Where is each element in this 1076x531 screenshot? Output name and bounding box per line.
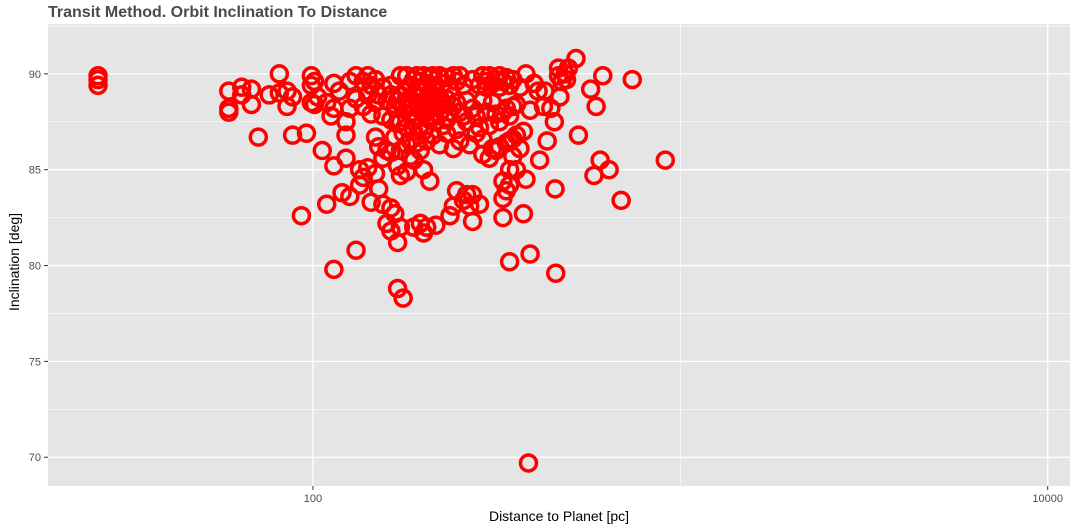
data-point: [493, 207, 513, 228]
data-point: [346, 240, 366, 260]
data-point: [450, 66, 470, 86]
data-point: [510, 138, 530, 159]
data-point: [462, 211, 483, 232]
y-axis-title: Inclination [deg]: [6, 212, 22, 312]
plot-panel: [48, 24, 1070, 486]
data-point: [296, 123, 317, 144]
data-point: [513, 204, 534, 224]
data-point: [259, 85, 279, 105]
data-point: [520, 244, 540, 264]
data-point: [545, 263, 566, 283]
data-point: [518, 453, 539, 473]
data-point: [88, 69, 108, 90]
data-point: [450, 131, 470, 151]
data-point: [440, 205, 460, 226]
data-point: [387, 278, 408, 299]
data-point: [544, 112, 565, 132]
data-point: [277, 96, 297, 117]
data-point: [353, 167, 373, 188]
data-point: [329, 81, 350, 101]
data-point: [390, 217, 411, 237]
data-point: [241, 94, 262, 115]
data-point: [324, 259, 344, 280]
data-point: [566, 48, 586, 69]
data-point: [499, 251, 520, 272]
data-point: [568, 125, 589, 145]
x-tick-label: 10000: [1032, 493, 1063, 505]
x-tick-label: 100: [304, 493, 322, 505]
data-point: [291, 205, 312, 226]
data-point: [336, 148, 356, 168]
data-point: [655, 150, 676, 170]
data-point: [545, 179, 565, 199]
data-point: [232, 77, 252, 98]
data-point: [340, 186, 360, 207]
data-point: [580, 79, 601, 99]
data-point: [282, 125, 303, 145]
data-point: [282, 87, 303, 107]
y-tick-label: 75: [29, 356, 41, 368]
data-point: [456, 184, 477, 205]
data-point: [393, 288, 413, 308]
data-point: [420, 171, 440, 191]
data-point: [269, 64, 290, 84]
data-point: [599, 159, 619, 180]
y-tick-label: 85: [29, 165, 41, 177]
data-point: [622, 69, 643, 90]
y-tick-label: 80: [29, 261, 41, 273]
x-axis-title: Distance to Planet [pc]: [488, 508, 630, 524]
data-point: [426, 215, 446, 236]
data-point: [513, 121, 534, 142]
data-point: [219, 102, 239, 122]
data-point: [365, 127, 386, 147]
data-point: [361, 104, 381, 124]
data-point: [593, 66, 613, 86]
y-tick-label: 90: [29, 69, 41, 81]
y-tick-label: 70: [29, 452, 41, 464]
data-point: [312, 140, 333, 161]
data-point: [586, 96, 606, 117]
data-point: [516, 169, 536, 190]
data-point: [248, 127, 269, 147]
chart-title: Transit Method. Orbit Inclination To Dis…: [48, 4, 388, 21]
data-point: [537, 131, 557, 151]
data-point: [469, 117, 490, 138]
data-point: [611, 190, 631, 211]
data-point: [336, 125, 356, 145]
data-point: [316, 194, 337, 214]
data-point: [556, 69, 577, 90]
data-point: [499, 175, 520, 195]
data-point: [529, 150, 550, 170]
data-point: [469, 194, 490, 214]
data-point: [416, 217, 437, 237]
data-point: [88, 75, 108, 96]
